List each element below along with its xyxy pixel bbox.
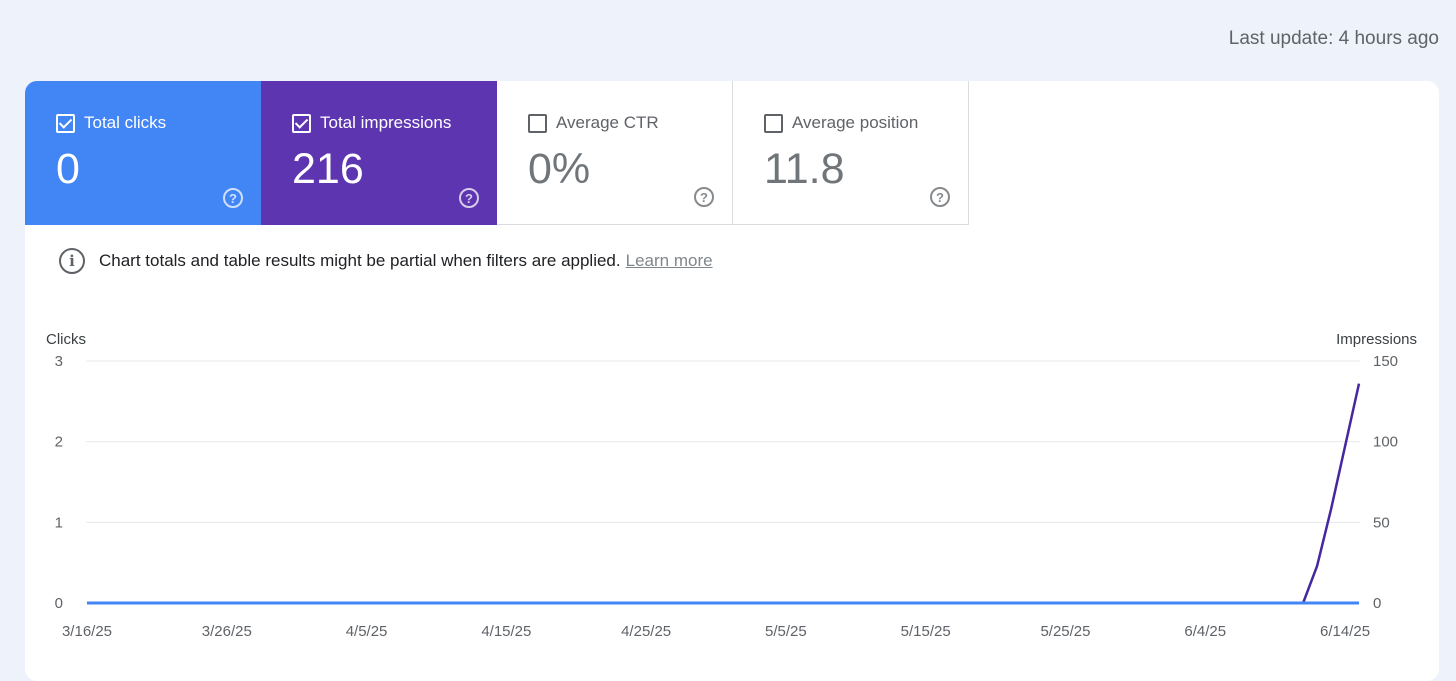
info-icon: i bbox=[59, 248, 85, 274]
help-icon[interactable]: ? bbox=[459, 188, 479, 208]
left-axis-title: Clicks bbox=[46, 331, 86, 348]
x-tick-label: 4/5/25 bbox=[346, 623, 388, 640]
metric-header: Average CTR bbox=[528, 113, 659, 133]
notice-text: Chart totals and table results might be … bbox=[99, 251, 621, 270]
checkbox-unchecked-icon[interactable] bbox=[528, 113, 547, 133]
metric-header: Total clicks bbox=[56, 113, 166, 133]
x-tick-label: 6/4/25 bbox=[1184, 623, 1226, 640]
metric-value: 0% bbox=[528, 145, 591, 193]
metric-header: Total impressions bbox=[292, 113, 451, 133]
last-update-text: Last update: 4 hours ago bbox=[1228, 28, 1439, 49]
help-icon[interactable]: ? bbox=[223, 188, 243, 208]
left-tick-label: 0 bbox=[55, 595, 63, 612]
checkbox-checked-icon[interactable] bbox=[292, 113, 311, 133]
learn-more-link[interactable]: Learn more bbox=[625, 251, 713, 270]
metric-value: 0 bbox=[56, 145, 80, 193]
performance-chart: 0 1 2 3 0 50 100 150 Clicks Impressions 3/16/25 3/2… bbox=[46, 331, 1417, 640]
left-tick-label: 2 bbox=[55, 434, 63, 451]
right-axis-title: Impressions bbox=[1336, 331, 1417, 348]
metric-value: 11.8 bbox=[764, 145, 845, 193]
x-tick-label: 5/5/25 bbox=[765, 623, 807, 640]
metric-label: Total clicks bbox=[84, 113, 167, 132]
metric-value: 216 bbox=[292, 145, 364, 193]
x-tick-label: 3/16/25 bbox=[62, 623, 112, 640]
x-tick-label: 5/25/25 bbox=[1040, 623, 1090, 640]
right-tick-label: 50 bbox=[1373, 514, 1390, 531]
metric-label: Total impressions bbox=[320, 113, 452, 132]
x-tick-label: 6/14/25 bbox=[1320, 623, 1370, 640]
performance-panel: Total clicks 0 ? Total impressions 216 ?… bbox=[25, 81, 1439, 681]
help-icon[interactable]: ? bbox=[930, 187, 950, 207]
x-tick-label: 3/26/25 bbox=[202, 623, 252, 640]
right-tick-label: 100 bbox=[1373, 434, 1398, 451]
partial-results-notice: i Chart totals and table results might b… bbox=[59, 248, 713, 274]
metric-header: Average position bbox=[764, 113, 918, 133]
metric-card-total-impressions[interactable]: Total impressions 216 ? bbox=[261, 81, 497, 225]
checkbox-unchecked-icon[interactable] bbox=[764, 113, 783, 133]
right-tick-label: 0 bbox=[1373, 595, 1381, 612]
metric-card-total-clicks[interactable]: Total clicks 0 ? bbox=[25, 81, 261, 225]
left-tick-label: 3 bbox=[55, 353, 63, 370]
right-tick-label: 150 bbox=[1373, 353, 1398, 370]
left-tick-label: 1 bbox=[55, 514, 63, 531]
metric-card-average-position[interactable]: Average position 11.8 ? bbox=[733, 81, 969, 225]
x-tick-label: 5/15/25 bbox=[901, 623, 951, 640]
help-icon[interactable]: ? bbox=[694, 187, 714, 207]
metric-label: Average CTR bbox=[556, 113, 659, 132]
x-tick-label: 4/15/25 bbox=[481, 623, 531, 640]
x-tick-label: 4/25/25 bbox=[621, 623, 671, 640]
checkbox-checked-icon[interactable] bbox=[56, 113, 75, 133]
series-line-impressions bbox=[87, 383, 1361, 605]
metric-card-average-ctr[interactable]: Average CTR 0% ? bbox=[497, 81, 733, 225]
metric-label: Average position bbox=[792, 113, 919, 132]
metric-cards: Total clicks 0 ? Total impressions 216 ?… bbox=[25, 81, 969, 225]
